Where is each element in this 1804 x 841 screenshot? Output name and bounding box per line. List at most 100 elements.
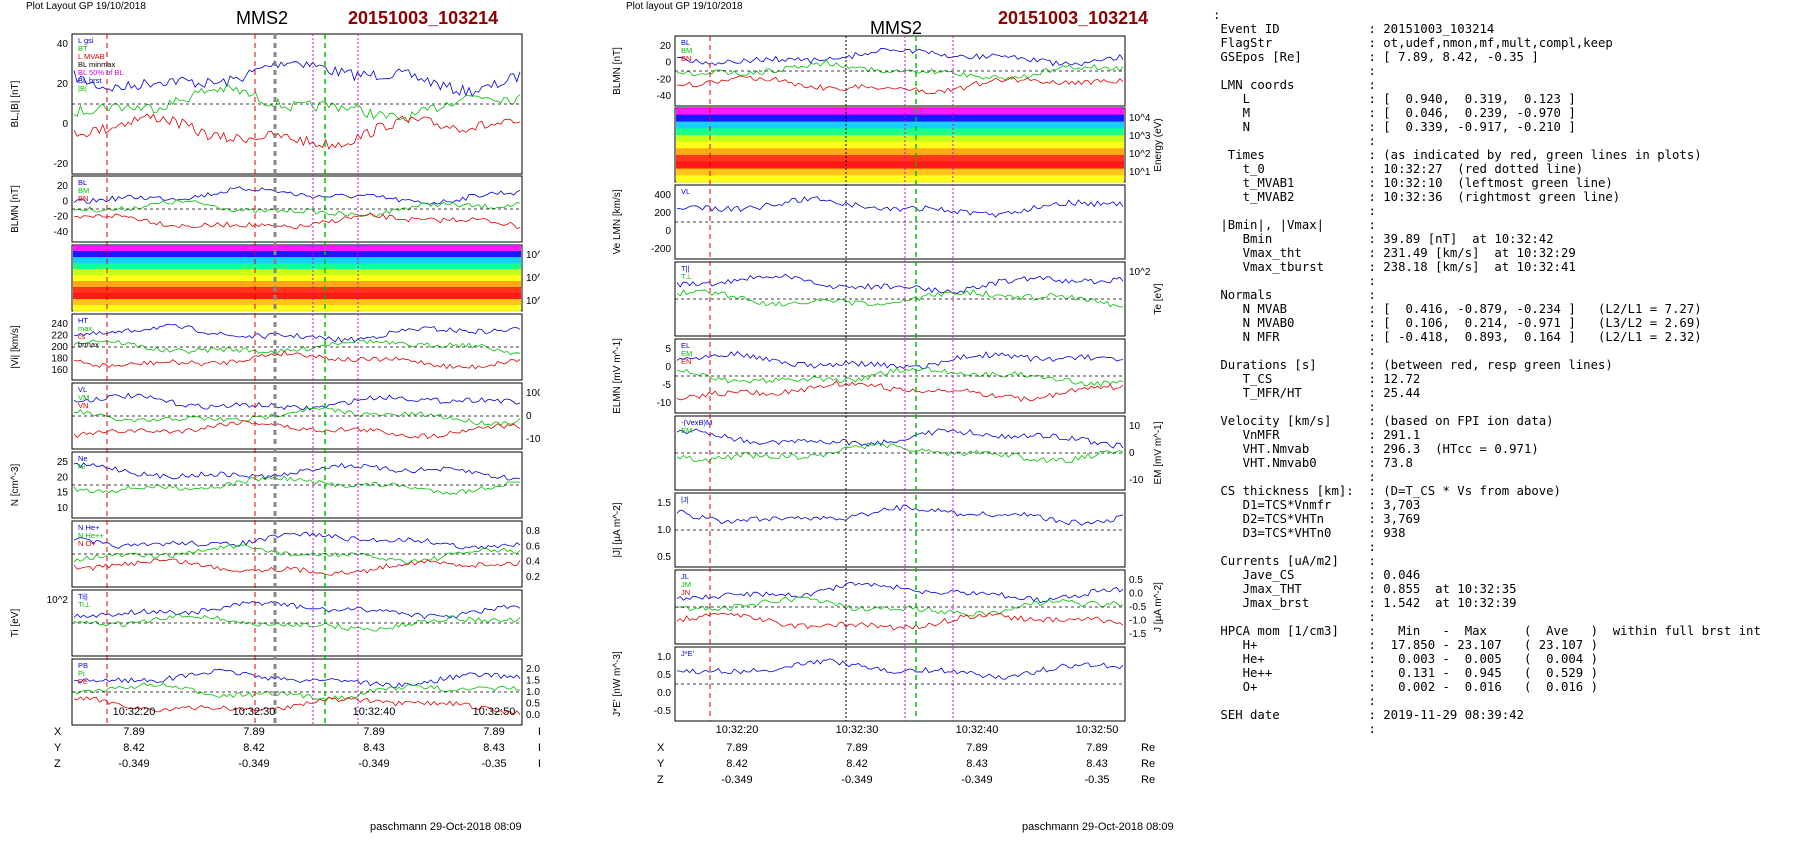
y-tick-label: 0 xyxy=(665,226,671,237)
legend-entry: BL minmax xyxy=(78,60,115,69)
info-line: GSEpos [Re] : [ 7.89, 8.42, -0.35 ] xyxy=(1213,50,1539,64)
panel: 0.80.60.40.2Ni [cm^-3]N He+N He++N O+ xyxy=(71,520,540,588)
spectrogram-band xyxy=(676,128,1124,136)
legend-entry: VN xyxy=(78,401,88,410)
y-tick-label: 0.5 xyxy=(526,699,540,710)
info-line: M : [ 0.046, 0.239, -0.970 ] xyxy=(1213,106,1576,120)
info-line: t_0 : 10:32:27 (red dotted line) xyxy=(1213,162,1584,176)
time-tick-label: 10:32:20 xyxy=(716,724,759,736)
legend-entry: Ne xyxy=(78,454,88,463)
info-line: N MVAB : [ 0.416, -0.879, -0.234 ] (L2/L… xyxy=(1213,302,1702,316)
info-line: : xyxy=(1213,204,1376,218)
legend-entry: N He+ xyxy=(78,523,100,532)
time-tick-label: 10:32:20 xyxy=(113,706,156,718)
legend-entry: EN xyxy=(681,357,691,366)
y-tick-label: 200 xyxy=(654,208,671,219)
info-line: T_CS : 12.72 xyxy=(1213,372,1421,386)
series-line xyxy=(73,60,521,98)
y-tick-label: 1.0 xyxy=(657,652,671,663)
left-event-id: 20151003_103214 xyxy=(348,8,499,28)
y-tick-label: -200 xyxy=(651,244,671,255)
time-tick-label: 10:32:40 xyxy=(353,706,396,718)
y-tick-label: 160 xyxy=(51,365,68,376)
info-line: FlagStr : ot,udef,nmon,mf,mult,compl,kee… xyxy=(1213,36,1613,50)
info-line: SEH date : 2019-11-29 08:39:42 xyxy=(1213,708,1524,722)
y-tick-label: 1.5 xyxy=(657,498,671,509)
time-tick-label: 10:32:50 xyxy=(473,706,516,718)
y-tick-label: -1.5 xyxy=(1129,629,1147,640)
spectrogram-band xyxy=(676,148,1124,156)
y-tick-label: 0 xyxy=(665,362,671,373)
series-line xyxy=(676,581,1124,604)
y-tick-label: 10 xyxy=(57,503,69,514)
y-tick-label: 10^1 xyxy=(1129,167,1151,178)
info-line: : xyxy=(1213,540,1376,554)
y-tick-label: 10^4 xyxy=(526,250,540,261)
y-tick-label: 20 xyxy=(660,41,672,52)
info-line: t_MVAB1 : 10:32:10 (leftmost green line) xyxy=(1213,176,1613,190)
y-axis-label: J [µA m^-2] xyxy=(1153,582,1164,632)
info-line: D3=TCS*VHTn0 : 938 xyxy=(1213,526,1406,540)
legend-entry: N He++ xyxy=(78,531,104,540)
info-line: : xyxy=(1213,694,1376,708)
legend-entry: T|| xyxy=(681,264,690,273)
position-unit: Re xyxy=(1141,758,1155,770)
y-tick-label: 2.0 xyxy=(526,664,540,675)
info-line: N MFR : [ -0.418, 0.893, 0.164 ] (L2/L1 … xyxy=(1213,330,1702,344)
y-tick-label: 400 xyxy=(654,190,671,201)
series-line xyxy=(73,199,521,218)
series-line xyxy=(73,407,521,426)
position-value: -0.349 xyxy=(238,758,269,770)
info-line: : xyxy=(1213,722,1376,736)
position-row-label: Y xyxy=(657,758,665,770)
y-tick-label: 10^4 xyxy=(1129,113,1151,124)
y-tick-label: -20 xyxy=(54,159,69,170)
spectrogram-band xyxy=(676,121,1124,129)
series-line xyxy=(73,186,521,205)
info-line: Event ID : 20151003_103214 xyxy=(1213,22,1495,36)
info-line: VnMFR : 291.1 xyxy=(1213,428,1421,442)
series-line xyxy=(676,289,1124,308)
info-line: : xyxy=(1213,274,1376,288)
series-line xyxy=(676,380,1124,402)
y-tick-label: -20 xyxy=(54,212,69,223)
position-value: 8.43 xyxy=(966,758,987,770)
legend-entry: cs xyxy=(78,332,86,341)
info-line: |Bmin|, |Vmax| : xyxy=(1213,218,1376,232)
legend-entry: Ti|| xyxy=(78,592,88,601)
info-line: VHT.Nmvab0 : 73.8 xyxy=(1213,456,1413,470)
legend-entry: BM xyxy=(78,186,89,195)
series-line xyxy=(73,531,521,550)
series-line xyxy=(676,366,1124,388)
position-unit: Re xyxy=(1141,774,1155,786)
info-line: Bmin : 39.89 [nT] at 10:32:42 xyxy=(1213,232,1554,246)
position-value: 8.42 xyxy=(726,758,747,770)
legend-entry: JM xyxy=(681,580,691,589)
legend-entry: BL brst xyxy=(78,76,102,85)
position-value: -0.35 xyxy=(1084,774,1109,786)
panel: 10^2 Ti [eV] Ti||Ti⊥ xyxy=(10,589,523,657)
left-header: Plot Layout GP 19/10/2018 xyxy=(26,1,146,12)
y-tick-label: 0 xyxy=(665,58,671,69)
legend-entry: VM xyxy=(78,393,89,402)
y-axis-label: BL,|B| [nT] xyxy=(10,80,21,127)
info-line: D1=TCS*Vnmfr : 3,703 xyxy=(1213,498,1421,512)
y-axis-label: BLMN [nT] xyxy=(612,47,623,95)
series-line xyxy=(676,504,1124,526)
position-value: -0.349 xyxy=(961,774,992,786)
event-info-panel: : Event ID : 20151003_103214 FlagStr : o… xyxy=(1213,8,1761,736)
y-tick-label: 0.5 xyxy=(657,670,671,681)
y-tick-label: 40 xyxy=(57,39,69,50)
y-tick-label: -100 xyxy=(526,434,540,445)
y-tick-label: -5 xyxy=(662,380,671,391)
spectrogram-band xyxy=(676,114,1124,122)
panel: 1.0 0.5 0.0 -0.5 J*E' [nW m^-3] J*E' xyxy=(612,646,1126,722)
time-tick-label: 10:32:50 xyxy=(1076,724,1119,736)
position-value: 7.89 xyxy=(966,742,987,754)
info-line: H+ : 17.850 - 23.107 ( 23.107 ) xyxy=(1213,638,1598,652)
info-line: : xyxy=(1213,8,1221,22)
legend-entry: BL 50% of BL xyxy=(78,68,124,77)
